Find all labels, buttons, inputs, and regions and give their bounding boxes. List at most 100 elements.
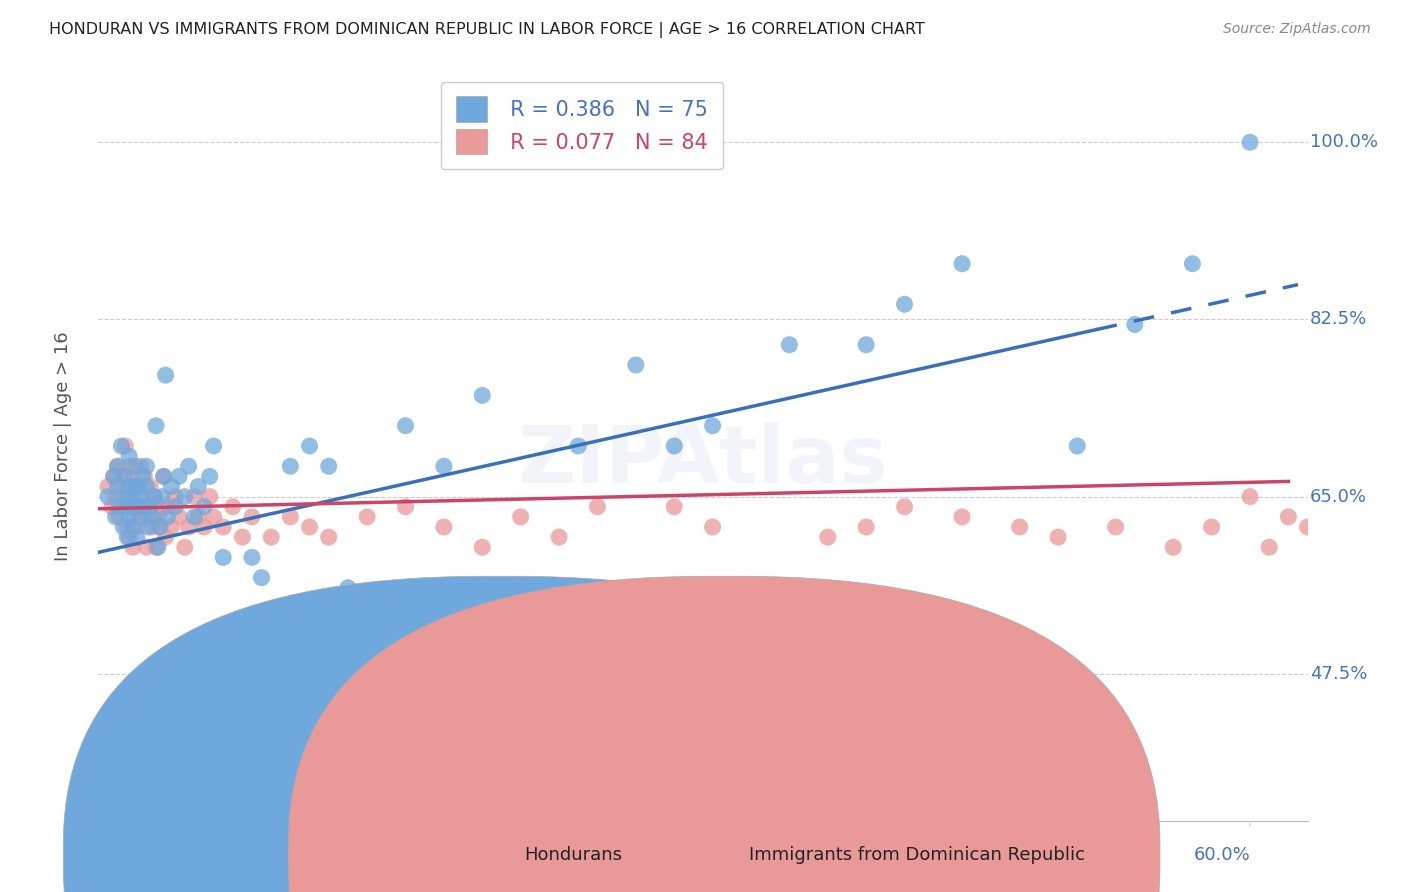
Point	[336, 581, 359, 595]
Point	[145, 541, 167, 555]
Point	[118, 449, 141, 463]
Point	[624, 358, 647, 372]
Text: 65.0%: 65.0%	[1310, 488, 1367, 506]
Point	[112, 490, 135, 504]
Point	[122, 541, 145, 555]
Point	[222, 500, 245, 514]
Point	[950, 509, 973, 524]
Point	[134, 500, 156, 514]
Point	[114, 439, 136, 453]
FancyBboxPatch shape	[63, 576, 935, 892]
Point	[118, 509, 141, 524]
Point	[124, 479, 146, 493]
Point	[136, 520, 159, 534]
Y-axis label: In Labor Force | Age > 16: In Labor Force | Age > 16	[53, 331, 72, 561]
Point	[108, 509, 131, 524]
Point	[1161, 541, 1184, 555]
Point	[112, 520, 135, 534]
Point	[187, 509, 209, 524]
Point	[103, 469, 125, 483]
Point	[155, 530, 177, 544]
Point	[141, 509, 163, 524]
Point	[183, 509, 205, 524]
Point	[1258, 541, 1281, 555]
Point	[664, 500, 686, 514]
Point	[150, 490, 173, 504]
Point	[128, 490, 150, 504]
Point	[107, 479, 129, 493]
Point	[167, 469, 190, 483]
Point	[131, 500, 153, 514]
Point	[131, 469, 153, 483]
Legend:   R = 0.386   N = 75,   R = 0.077   N = 84: R = 0.386 N = 75, R = 0.077 N = 84	[441, 82, 723, 169]
Point	[149, 520, 172, 534]
Point	[212, 550, 235, 565]
Text: Hondurans: Hondurans	[524, 847, 623, 864]
Point	[855, 520, 877, 534]
Point	[1201, 520, 1223, 534]
Point	[198, 469, 221, 483]
Point	[893, 500, 915, 514]
Point	[146, 541, 169, 555]
Point	[1104, 520, 1126, 534]
Point	[433, 520, 456, 534]
Point	[143, 490, 166, 504]
Point	[1008, 520, 1031, 534]
Point	[97, 490, 120, 504]
Point	[173, 541, 195, 555]
Point	[122, 500, 145, 514]
Point	[1123, 318, 1146, 332]
Point	[110, 439, 132, 453]
Point	[231, 530, 253, 544]
Point	[1181, 257, 1204, 271]
Point	[664, 439, 686, 453]
Point	[156, 509, 179, 524]
Text: 60.0%: 60.0%	[1194, 846, 1250, 864]
Point	[240, 550, 263, 565]
Point	[950, 257, 973, 271]
Point	[193, 500, 215, 514]
Point	[1239, 135, 1261, 149]
Point	[115, 500, 138, 514]
Point	[1277, 509, 1299, 524]
Point	[433, 459, 456, 474]
Point	[104, 509, 127, 524]
Point	[817, 530, 839, 544]
Point	[250, 571, 273, 585]
Point	[129, 459, 152, 474]
Point	[141, 520, 163, 534]
Point	[567, 439, 589, 453]
Point	[1296, 520, 1319, 534]
Point	[212, 520, 235, 534]
Point	[509, 509, 531, 524]
Point	[183, 490, 205, 504]
Text: 82.5%: 82.5%	[1310, 310, 1367, 328]
Point	[149, 520, 172, 534]
Point	[778, 337, 800, 351]
Point	[260, 641, 283, 656]
Point	[471, 541, 494, 555]
Point	[115, 520, 138, 534]
Point	[152, 469, 174, 483]
Point	[298, 439, 321, 453]
Point	[115, 530, 138, 544]
Point	[122, 469, 145, 483]
Point	[1392, 509, 1406, 524]
Point	[1316, 530, 1339, 544]
Point	[139, 479, 162, 493]
Point	[1374, 541, 1396, 555]
Point	[1066, 439, 1088, 453]
Point	[129, 490, 152, 504]
Point	[198, 490, 221, 504]
Point	[118, 459, 141, 474]
Text: 47.5%: 47.5%	[1310, 665, 1368, 682]
Point	[110, 479, 132, 493]
Point	[165, 500, 187, 514]
FancyBboxPatch shape	[288, 576, 1160, 892]
Point	[104, 490, 127, 504]
Point	[128, 479, 150, 493]
Point	[108, 500, 131, 514]
Point	[260, 530, 283, 544]
Point	[1334, 337, 1357, 351]
Point	[124, 509, 146, 524]
